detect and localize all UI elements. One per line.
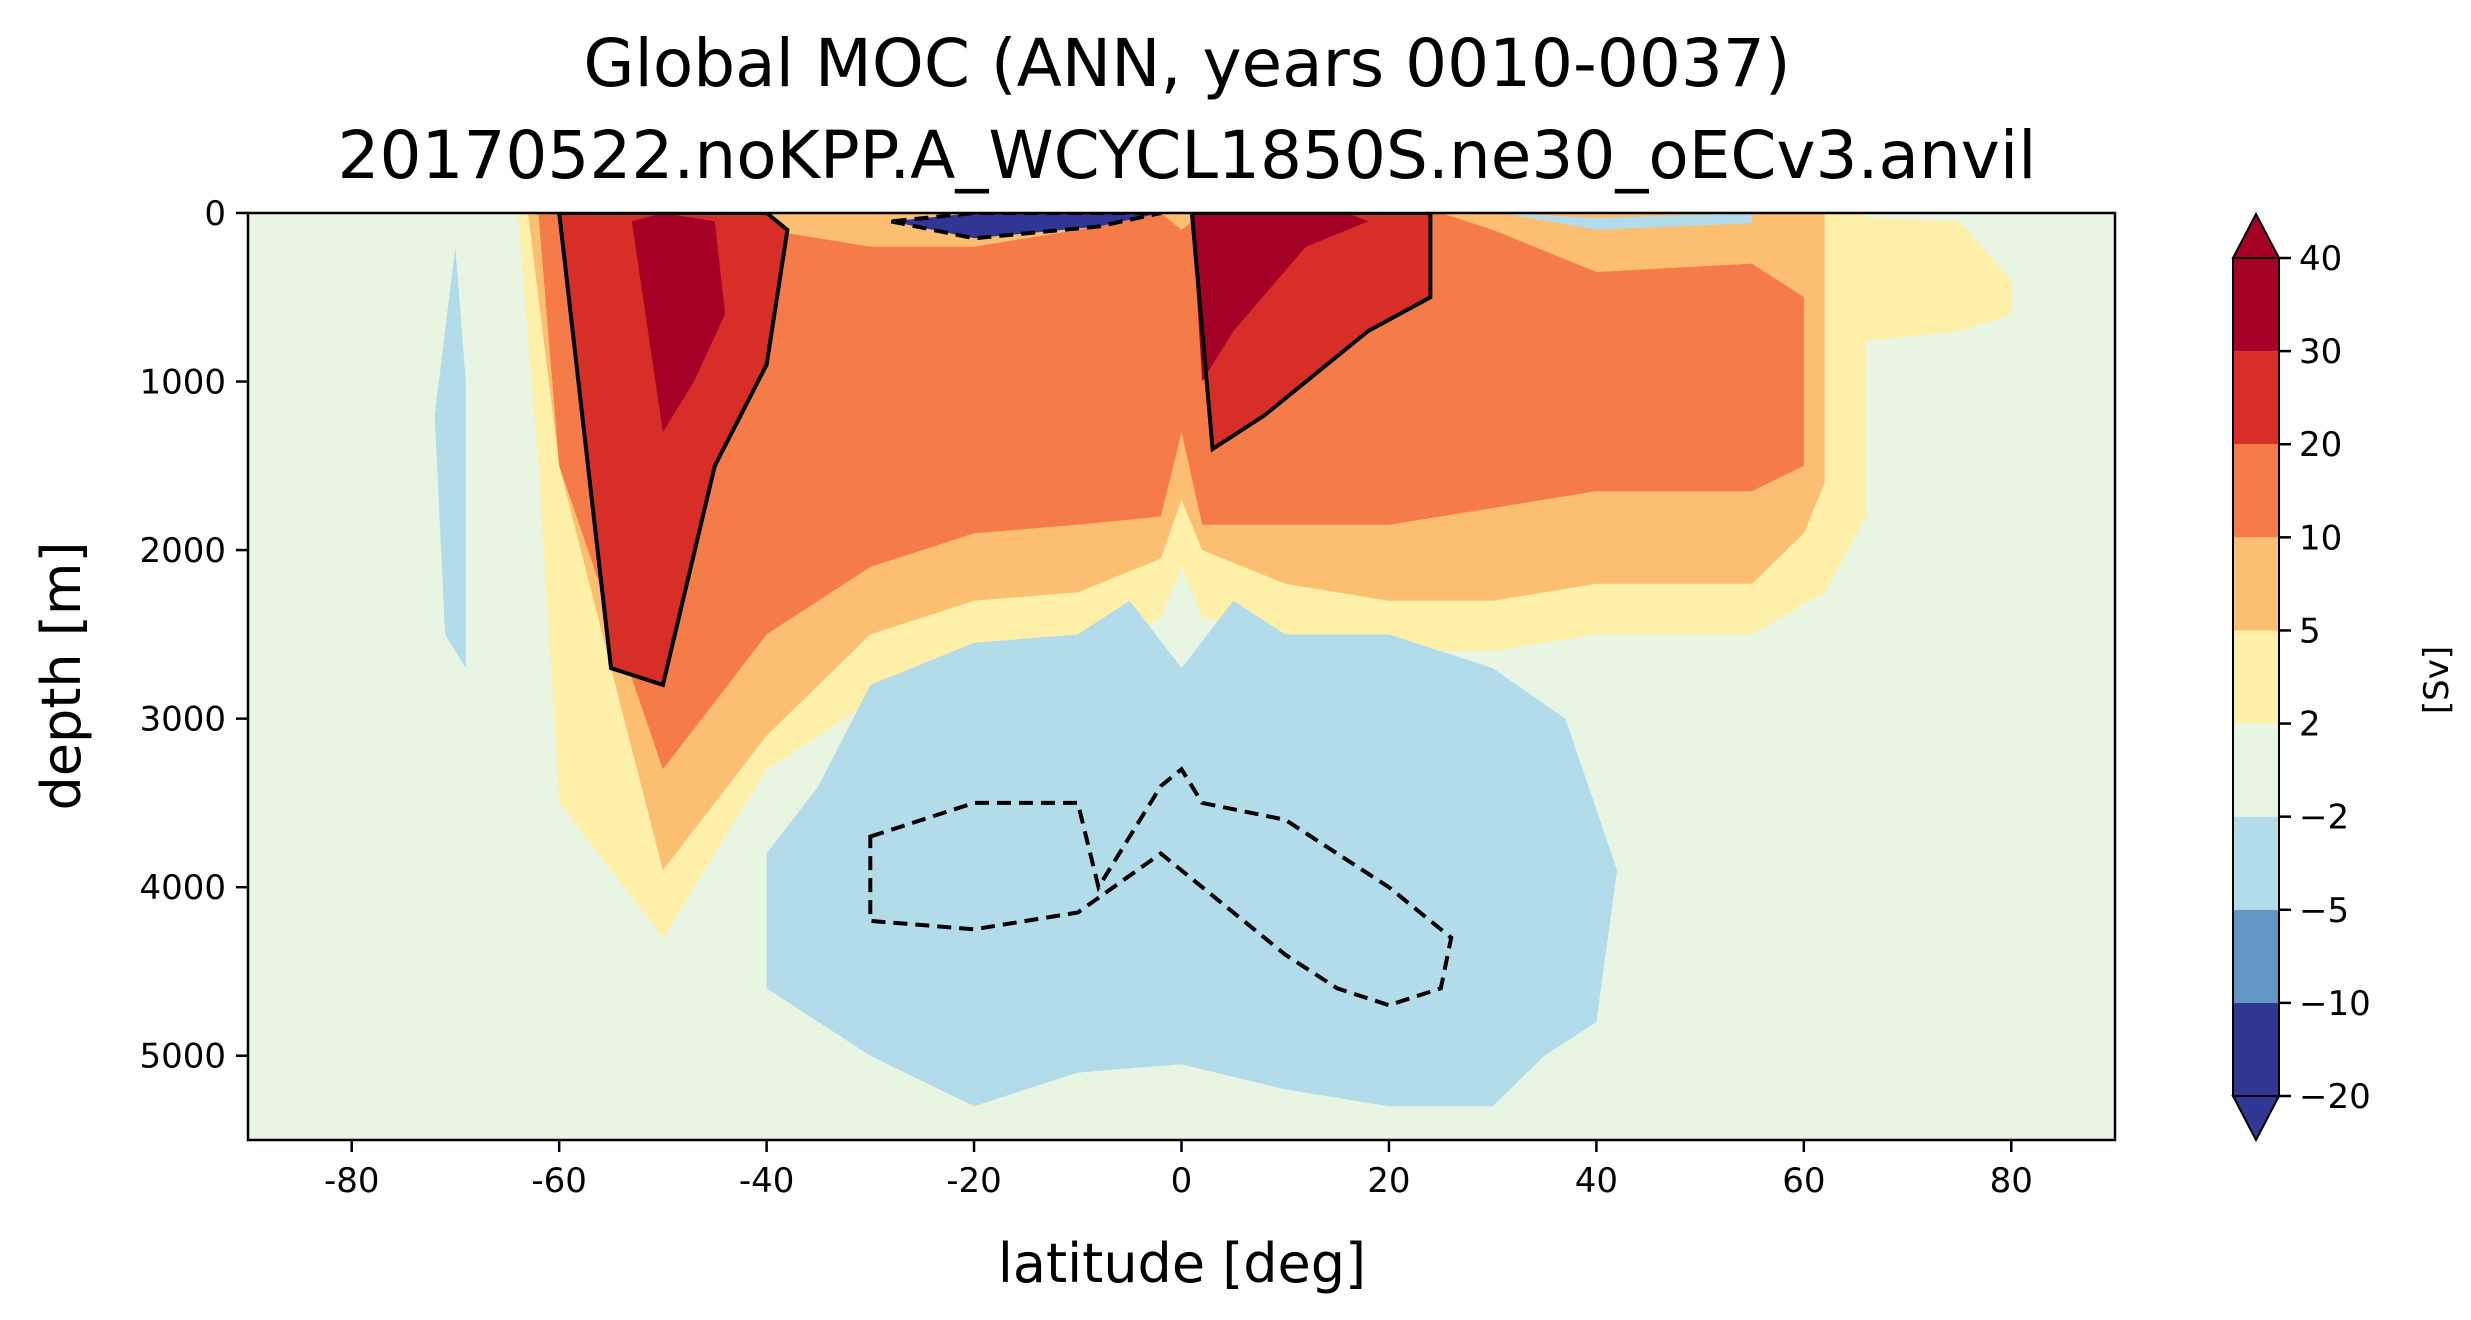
y-tick-label: 4000 [139, 868, 226, 908]
colorbar-tick-label: 2 [2299, 705, 2321, 745]
contour-region-7 [1191, 213, 1369, 382]
colorbar-band [2233, 1002, 2279, 1096]
y-tick-label: 5000 [139, 1037, 226, 1077]
colorbar-band [2233, 630, 2279, 724]
colorbar-band [2233, 816, 2279, 910]
x-tick-label: -60 [531, 1161, 587, 1201]
colorbar-tick-label: −2 [2299, 798, 2349, 838]
contour-line-0 [557, 213, 790, 688]
contour-region-4 [559, 213, 788, 685]
contour-line-1 [1189, 213, 1433, 453]
colorbar-tick-label: −20 [2299, 1077, 2371, 1117]
colorbar-tick-label: 10 [2299, 518, 2342, 558]
colorbar-band [2233, 723, 2279, 817]
contour-region-12 [1503, 213, 1752, 230]
x-tick-label: 20 [1367, 1161, 1410, 1201]
contour-region-3 [538, 213, 1804, 770]
y-tick-label: 3000 [139, 700, 226, 740]
contour-region-10 [766, 600, 1618, 1107]
x-tick-label: -20 [946, 1161, 1002, 1201]
x-axis-label: latitude [deg] [998, 1232, 1366, 1295]
chart-title: Global MOC (ANN, years 0010-0037) [583, 25, 1790, 102]
colorbar-tick-label: 30 [2299, 332, 2342, 372]
colorbar-label: [Sv] [2417, 646, 2457, 714]
colorbar-tick-label: 40 [2299, 239, 2342, 279]
chart-subtitle: 20170522.noKPP.A_WCYCL1850S.ne30_oECv3.a… [337, 117, 2036, 194]
contour-line-2 [868, 766, 1454, 1008]
colorbar-band [2233, 444, 2279, 538]
y-axis-label: depth [m] [30, 541, 93, 810]
colorbar-extend-max [2231, 211, 2281, 259]
x-tick-label: 60 [1782, 1161, 1825, 1201]
colorbar-tick-label: 20 [2299, 425, 2342, 465]
colorbar-band [2233, 909, 2279, 1003]
x-tick-label: 0 [1171, 1161, 1193, 1201]
colorbar-band [2233, 351, 2279, 445]
colorbar-tick-label: 5 [2299, 611, 2321, 651]
plot-area [246, 211, 2117, 1142]
x-tick-label: -80 [324, 1161, 380, 1201]
colorbar-frame [2232, 257, 2280, 1097]
contour-region-13 [891, 213, 1161, 239]
x-tick-label: 40 [1575, 1161, 1618, 1201]
colorbar-tick-label: −5 [2299, 891, 2349, 931]
x-tick-label: 80 [1990, 1161, 2033, 1201]
contour-lines [557, 213, 1454, 1008]
colorbar-band [2233, 537, 2279, 631]
colorbar-tick-label: −10 [2299, 984, 2371, 1024]
colorbar: −20 −10 −5 −2 2 5 10 20 30 40 [2231, 211, 2371, 1143]
x-axis-ticks: -80 -60 -40 -20 0 20 40 60 80 [324, 1140, 2033, 1201]
y-tick-label: 1000 [139, 363, 226, 403]
contour-region-11 [434, 246, 466, 669]
contour-region-6 [631, 213, 726, 433]
y-tick-label: 2000 [139, 531, 226, 571]
y-axis-ticks: 0 1000 2000 3000 4000 5000 [139, 194, 248, 1077]
y-tick-label: 0 [204, 194, 226, 234]
x-tick-label: -40 [739, 1161, 795, 1201]
colorbar-band [2233, 258, 2279, 352]
colorbar-extend-min [2231, 1095, 2281, 1143]
filled-contours [434, 213, 2012, 1107]
